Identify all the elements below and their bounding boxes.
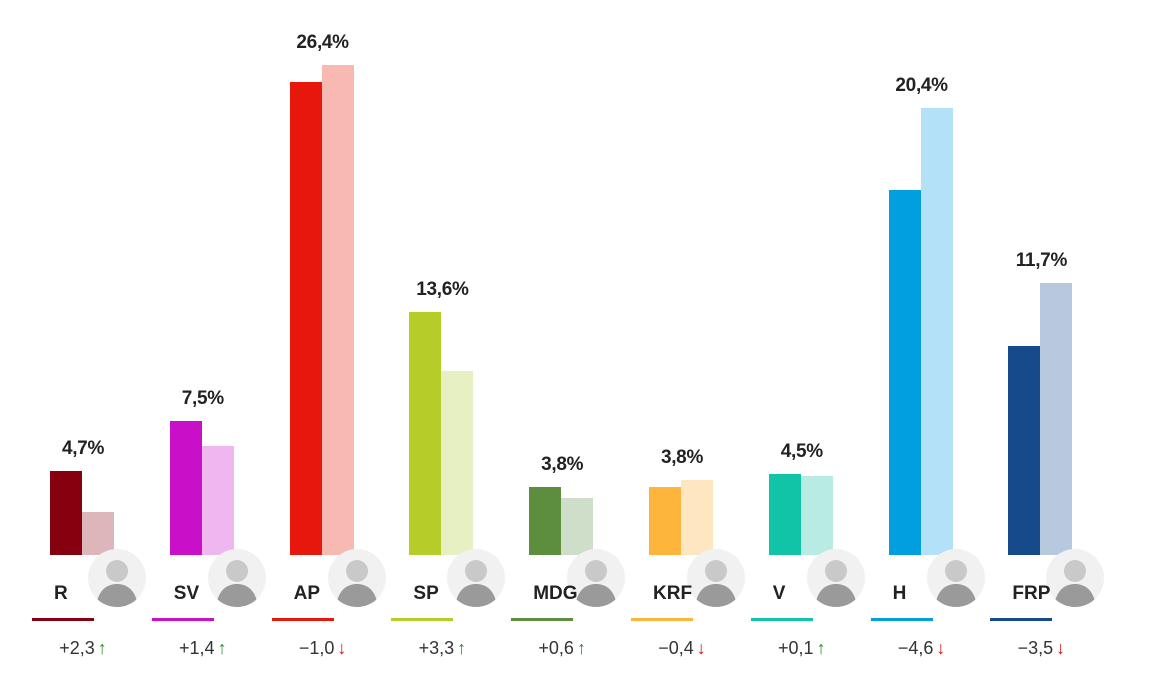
party-underline-sp bbox=[391, 618, 454, 621]
bar-ap-previous bbox=[321, 64, 354, 555]
arrow-up-icon: ↑ bbox=[576, 638, 586, 658]
bar-v-current bbox=[768, 474, 801, 555]
arrow-down-icon: ↓ bbox=[1056, 638, 1066, 658]
change-label-mdg: +0,6 ↑ bbox=[507, 638, 617, 659]
bar-h-previous bbox=[920, 107, 953, 555]
arrow-up-icon: ↑ bbox=[816, 638, 826, 658]
bar-frp-current bbox=[1008, 345, 1041, 555]
bar-ap-current bbox=[289, 82, 322, 555]
change-value-krf: −0,4 bbox=[658, 638, 694, 658]
person-portrait-icon bbox=[88, 549, 146, 607]
party-underline-ap bbox=[271, 618, 334, 621]
bar-frp-previous bbox=[1040, 282, 1073, 555]
person-portrait-icon bbox=[567, 549, 626, 607]
change-value-frp: −3,5 bbox=[1017, 638, 1054, 658]
value-label-ap: 26,4% bbox=[296, 31, 349, 53]
bar-v-previous bbox=[800, 476, 833, 555]
party-label-mdg: MDG bbox=[533, 583, 578, 604]
person-portrait-icon bbox=[1046, 549, 1105, 607]
value-label-sp: 13,6% bbox=[416, 278, 469, 300]
party-underline-krf bbox=[631, 618, 693, 621]
change-label-h: −4,6 ↓ bbox=[867, 638, 977, 659]
bar-mdg-current bbox=[529, 486, 562, 555]
arrow-down-icon: ↓ bbox=[696, 638, 706, 658]
party-label-h: H bbox=[892, 583, 907, 604]
bar-r-current bbox=[50, 470, 82, 555]
change-label-sp: +3,3 ↑ bbox=[387, 638, 497, 659]
change-value-v: +0,1 bbox=[778, 638, 814, 658]
party-underline-r bbox=[32, 618, 94, 621]
person-portrait-icon bbox=[687, 549, 745, 607]
value-label-sv: 7,5% bbox=[181, 387, 224, 409]
party-label-r: R bbox=[54, 583, 68, 604]
bar-mdg-previous bbox=[561, 497, 594, 555]
bar-krf-current bbox=[649, 486, 681, 555]
party-underline-frp bbox=[990, 618, 1053, 621]
change-value-mdg: +0,6 bbox=[538, 638, 574, 658]
party-label-frp: FRP bbox=[1012, 583, 1051, 604]
person-portrait-icon bbox=[806, 549, 865, 607]
bar-sp-current bbox=[409, 311, 442, 555]
person-portrait-icon bbox=[926, 549, 985, 607]
arrow-down-icon: ↓ bbox=[337, 638, 347, 658]
arrow-up-icon: ↑ bbox=[457, 638, 467, 658]
change-value-sp: +3,3 bbox=[418, 638, 455, 658]
bar-sv-current bbox=[169, 420, 202, 555]
party-label-sv: SV bbox=[173, 583, 200, 604]
arrow-up-icon: ↑ bbox=[97, 638, 107, 658]
change-value-h: −4,6 bbox=[897, 638, 934, 658]
change-value-ap: −1,0 bbox=[298, 638, 335, 658]
change-label-r: +2,3 ↑ bbox=[28, 638, 138, 659]
bar-sv-previous bbox=[201, 445, 234, 555]
value-label-mdg: 3,8% bbox=[541, 453, 584, 475]
value-label-v: 4,5% bbox=[780, 441, 823, 463]
party-underline-mdg bbox=[511, 618, 574, 621]
person-portrait-icon bbox=[207, 549, 266, 607]
change-value-r: +2,3 bbox=[59, 638, 95, 658]
arrow-up-icon: ↑ bbox=[217, 638, 227, 658]
bar-r-previous bbox=[82, 512, 114, 555]
party-label-krf: KRF bbox=[653, 583, 693, 604]
value-label-h: 20,4% bbox=[895, 74, 948, 96]
change-label-ap: −1,0 ↓ bbox=[268, 638, 378, 659]
party-label-sp: SP bbox=[413, 583, 439, 604]
party-underline-v bbox=[750, 618, 813, 621]
change-label-frp: −3,5 ↓ bbox=[986, 638, 1096, 659]
party-label-v: V bbox=[772, 583, 786, 604]
change-label-sv: +1,4 ↑ bbox=[148, 638, 258, 659]
value-label-krf: 3,8% bbox=[660, 446, 704, 468]
value-label-r: 4,7% bbox=[61, 437, 105, 459]
arrow-down-icon: ↓ bbox=[936, 638, 946, 658]
party-label-ap: AP bbox=[293, 583, 320, 604]
person-portrait-icon bbox=[327, 549, 386, 607]
change-value-sv: +1,4 bbox=[179, 638, 215, 658]
person-portrait-icon bbox=[447, 549, 506, 607]
party-underline-h bbox=[870, 618, 933, 621]
change-label-krf: −0,4 ↓ bbox=[627, 638, 737, 659]
bar-krf-previous bbox=[681, 479, 713, 555]
party-underline-sv bbox=[151, 618, 214, 621]
bar-h-current bbox=[888, 189, 921, 555]
value-label-frp: 11,7% bbox=[1015, 249, 1068, 271]
change-label-v: +0,1 ↑ bbox=[747, 638, 857, 659]
bar-sp-previous bbox=[441, 370, 474, 555]
